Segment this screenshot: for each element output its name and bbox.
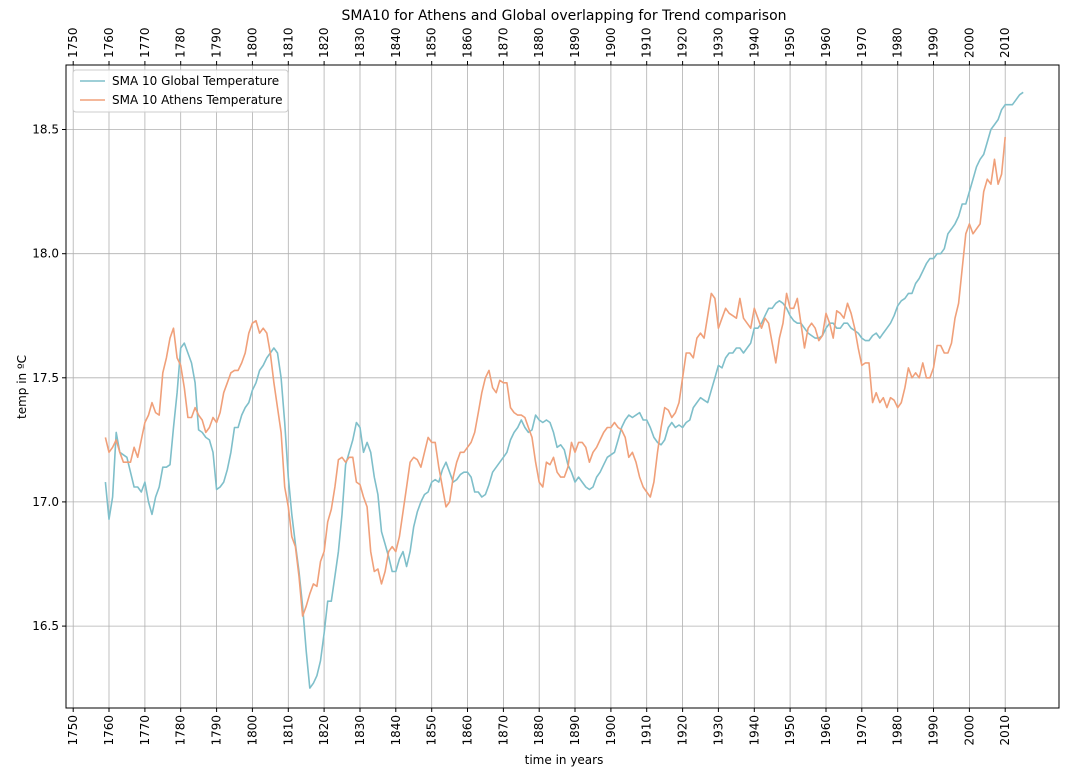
x-tick-label-top: 1810 <box>281 27 295 58</box>
x-tick-label-bottom: 1980 <box>891 715 905 746</box>
y-tick-label: 17.0 <box>32 495 59 509</box>
y-tick-label: 16.5 <box>32 619 59 633</box>
x-tick-label-top: 1870 <box>496 27 510 58</box>
x-tick-label-bottom: 1780 <box>174 715 188 746</box>
series-layer <box>104 91 1024 689</box>
x-tick-label-top: 1880 <box>532 27 546 58</box>
y-tick-label: 18.5 <box>32 123 59 137</box>
grid <box>66 65 1059 708</box>
plot-frame <box>65 64 1060 709</box>
x-tick-label-top: 1980 <box>891 27 905 58</box>
x-tick-label-top: 1970 <box>855 27 869 58</box>
x-tick-label-top: 1800 <box>245 27 259 58</box>
x-tick-label-bottom: 1750 <box>66 715 80 746</box>
x-tick-label-bottom: 1950 <box>783 715 797 746</box>
x-tick-label-bottom: 1830 <box>353 715 367 746</box>
x-tick-label-top: 1960 <box>819 27 833 58</box>
global-temperature-line <box>104 91 1024 689</box>
x-tick-label-top: 1990 <box>927 27 941 58</box>
x-tick-label-bottom: 2010 <box>998 715 1012 746</box>
x-tick-label-bottom: 1850 <box>425 715 439 746</box>
x-tick-label-top: 2000 <box>962 27 976 58</box>
x-tick-label-bottom: 1770 <box>138 715 152 746</box>
x-tick-label-top: 1780 <box>174 27 188 58</box>
x-tick-label-top: 2010 <box>998 27 1012 58</box>
x-tick-label-top: 1860 <box>461 27 475 58</box>
x-tick-label-bottom: 1880 <box>532 715 546 746</box>
x-tick-label-bottom: 1900 <box>604 715 618 746</box>
x-tick-label-top: 1930 <box>711 27 725 58</box>
x-tick-label-bottom: 1940 <box>747 715 761 746</box>
legend: SMA 10 Global Temperature SMA 10 Athens … <box>72 69 289 113</box>
x-tick-label-bottom: 1890 <box>568 715 582 746</box>
legend-box <box>72 69 289 113</box>
x-tick-label-top: 1920 <box>676 27 690 58</box>
x-tick-label-top: 1940 <box>747 27 761 58</box>
x-tick-label-top: 1760 <box>102 27 116 58</box>
x-tick-label-top: 1890 <box>568 27 582 58</box>
x-tick-label-bottom: 1990 <box>927 715 941 746</box>
x-tick-label-top: 1790 <box>210 27 224 58</box>
x-tick-label-top: 1840 <box>389 27 403 58</box>
x-tick-label-top: 1900 <box>604 27 618 58</box>
x-tick-label-bottom: 1870 <box>496 715 510 746</box>
x-tick-label-bottom: 2000 <box>962 715 976 746</box>
chart-title: SMA10 for Athens and Global overlapping … <box>341 8 786 24</box>
axes: 1750 1750 1760 1760 1770 1770 1780 1780 1790 1790… <box>32 27 1012 745</box>
x-tick-label-bottom: 1960 <box>819 715 833 746</box>
x-tick-label-bottom: 1800 <box>245 715 259 746</box>
x-tick-label-bottom: 1820 <box>317 715 331 746</box>
x-tick-label-top: 1910 <box>640 27 654 58</box>
x-tick-label-top: 1950 <box>783 27 797 58</box>
legend-label-global: SMA 10 Global Temperature <box>112 74 279 88</box>
x-tick-label-top: 1770 <box>138 27 152 58</box>
y-tick-label: 17.5 <box>32 371 59 385</box>
y-axis-label: temp in ºC <box>15 355 29 419</box>
x-axis-label: time in years <box>525 753 604 767</box>
x-tick-label-bottom: 1760 <box>102 715 116 746</box>
x-tick-label-bottom: 1790 <box>210 715 224 746</box>
x-tick-label-bottom: 1930 <box>711 715 725 746</box>
x-tick-label-bottom: 1860 <box>461 715 475 746</box>
x-tick-label-bottom: 1970 <box>855 715 869 746</box>
x-tick-label-top: 1820 <box>317 27 331 58</box>
legend-label-athens: SMA 10 Athens Temperature <box>112 93 282 107</box>
y-tick-label: 18.0 <box>32 247 59 261</box>
x-tick-label-top: 1750 <box>66 27 80 58</box>
x-tick-label-top: 1850 <box>425 27 439 58</box>
x-tick-label-top: 1830 <box>353 27 367 58</box>
x-tick-label-bottom: 1920 <box>676 715 690 746</box>
x-tick-label-bottom: 1910 <box>640 715 654 746</box>
athens-temperature-line <box>104 136 1006 617</box>
x-tick-label-bottom: 1840 <box>389 715 403 746</box>
x-tick-label-bottom: 1810 <box>281 715 295 746</box>
